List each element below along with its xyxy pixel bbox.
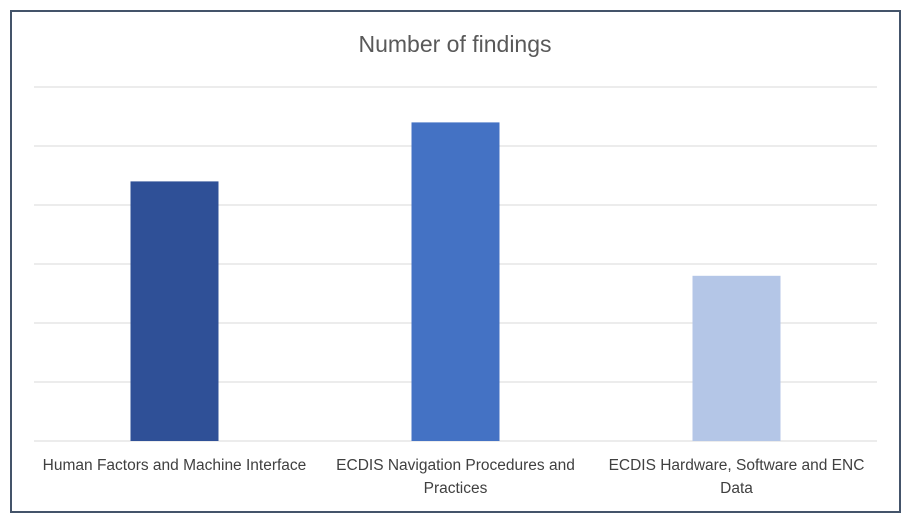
bar [130,181,219,441]
bar [411,122,500,442]
chart-title: Number of findings [358,31,551,57]
x-tick-label: ECDIS Navigation Procedures and Practice… [336,457,575,497]
x-tick-label: ECDIS Hardware, Software and ENC Data [608,457,865,497]
x-tick-label: Human Factors and Machine Interface [42,457,307,474]
bar [692,275,781,441]
